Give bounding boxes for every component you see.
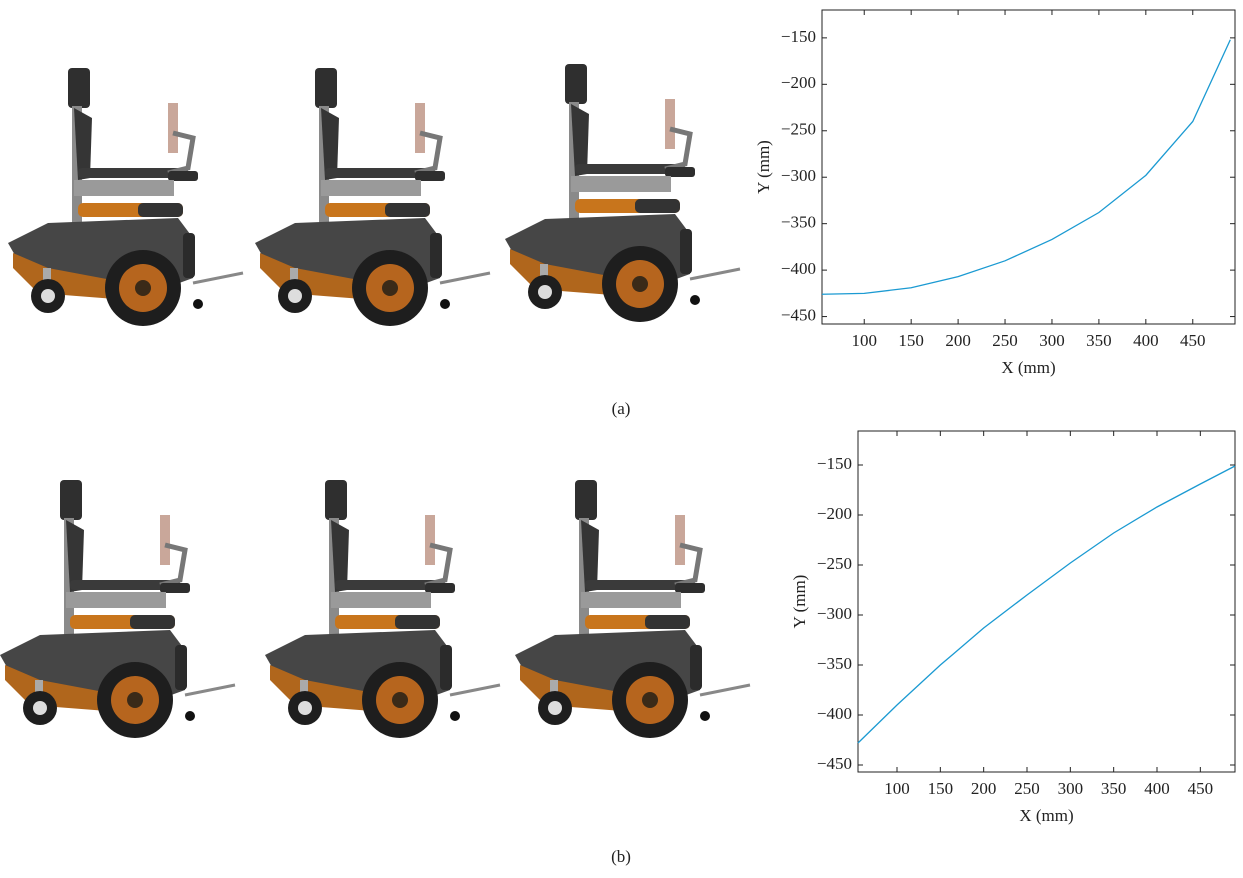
y-tick-label: −300 [781,166,816,185]
data-line [822,40,1230,295]
x-axis-label: X (mm) [1019,806,1073,825]
y-tick-label: −350 [781,213,816,232]
x-tick-label: 250 [1014,779,1040,798]
x-tick-label: 400 [1144,779,1170,798]
y-tick-label: −250 [781,120,816,139]
plot-frame [822,10,1235,324]
x-tick-label: 150 [928,779,954,798]
wheelchair-images-a [8,64,740,326]
x-tick-label: 450 [1188,779,1214,798]
x-tick-label: 450 [1180,331,1206,350]
x-axis-label: X (mm) [1001,358,1055,377]
x-tick-label: 350 [1101,779,1127,798]
x-tick-label: 350 [1086,331,1112,350]
x-tick-label: 200 [971,779,997,798]
x-tick-label: 250 [992,331,1018,350]
x-tick-label: 200 [945,331,971,350]
y-axis-label: Y (mm) [754,140,773,194]
y-tick-label: −450 [781,305,816,324]
panel-label: (a) [612,399,631,418]
x-tick-label: 300 [1039,331,1065,350]
y-tick-label: −200 [817,504,852,523]
y-tick-label: −350 [817,654,852,673]
x-tick-label: 150 [898,331,924,350]
x-tick-label: 100 [851,331,877,350]
y-tick-label: −450 [817,754,852,773]
x-tick-label: 100 [884,779,910,798]
x-tick-label: 300 [1058,779,1084,798]
y-tick-label: −250 [817,554,852,573]
data-line [858,466,1235,743]
y-tick-label: −200 [781,73,816,92]
panel-label: (b) [611,847,631,866]
y-tick-label: −150 [781,27,816,46]
x-tick-label: 400 [1133,331,1159,350]
y-tick-label: −400 [781,259,816,278]
y-axis-label: Y (mm) [790,575,809,629]
y-tick-label: −400 [817,704,852,723]
plot-frame [858,431,1235,772]
wheelchair-images-b [0,480,750,738]
figure: (a) (b) 100 150 200 250 300 350 400 450 −450 −400… [0,0,1243,873]
y-tick-label: −300 [817,604,852,623]
y-tick-label: −150 [817,454,852,473]
